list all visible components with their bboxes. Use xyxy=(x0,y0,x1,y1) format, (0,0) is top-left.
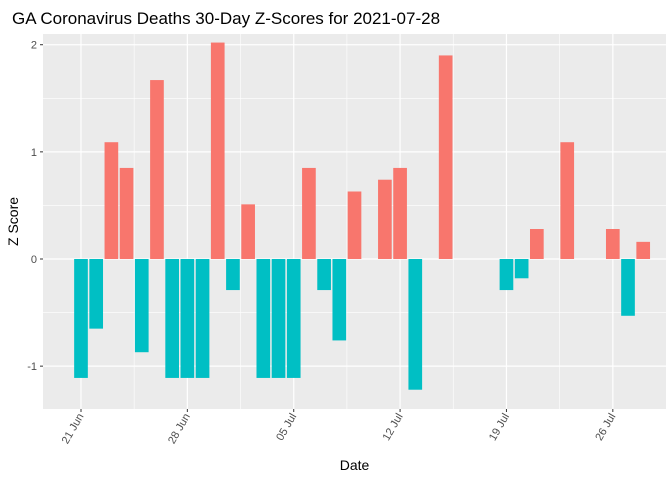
x-tick-label: 28 Jun xyxy=(166,412,193,447)
y-tick-label: 1 xyxy=(31,147,37,159)
bar xyxy=(302,167,316,259)
bar xyxy=(241,204,255,259)
x-axis: 21 Jun 28 Jun 05 Jul 12 Jul 19 Jul 26 Jul xyxy=(60,409,618,447)
bar xyxy=(210,42,225,260)
x-tick-label: 21 Jun xyxy=(60,412,87,447)
bar xyxy=(636,241,651,259)
bar xyxy=(499,259,514,291)
bar xyxy=(286,259,301,378)
bar xyxy=(195,259,210,378)
x-tick-label: 12 Jul xyxy=(381,412,406,443)
y-tick-label: 2 xyxy=(31,40,37,52)
x-tick-label: 26 Jul xyxy=(593,412,618,443)
chart-title: GA Coronavirus Deaths 30-Day Z-Scores fo… xyxy=(12,9,440,28)
y-tick-label: -1 xyxy=(27,361,37,373)
y-tick-label: 0 xyxy=(31,254,37,266)
bar xyxy=(89,259,104,329)
bar xyxy=(438,55,453,259)
bars-group xyxy=(74,42,651,390)
bar xyxy=(74,259,88,378)
bar xyxy=(104,142,119,259)
bar xyxy=(378,179,392,259)
bar xyxy=(560,142,575,259)
y-axis-title: Z Score xyxy=(5,197,21,246)
bar xyxy=(165,259,179,378)
bar xyxy=(530,229,544,259)
bar xyxy=(393,167,407,259)
bar xyxy=(271,259,286,378)
y-axis: -1 0 1 2 xyxy=(27,40,43,373)
x-axis-title: Date xyxy=(340,457,370,473)
bar xyxy=(226,259,240,291)
bar xyxy=(347,191,362,259)
bar xyxy=(150,80,164,259)
bar xyxy=(317,259,331,291)
x-tick-label: 19 Jul xyxy=(487,412,512,443)
bar xyxy=(514,259,529,279)
bar xyxy=(180,259,195,378)
bar xyxy=(256,259,271,378)
bar xyxy=(621,259,635,316)
bar xyxy=(119,167,134,259)
x-tick-label: 05 Jul xyxy=(274,412,299,443)
bar xyxy=(134,259,149,353)
bar xyxy=(332,259,347,341)
bar xyxy=(605,229,620,259)
bar xyxy=(408,259,423,390)
